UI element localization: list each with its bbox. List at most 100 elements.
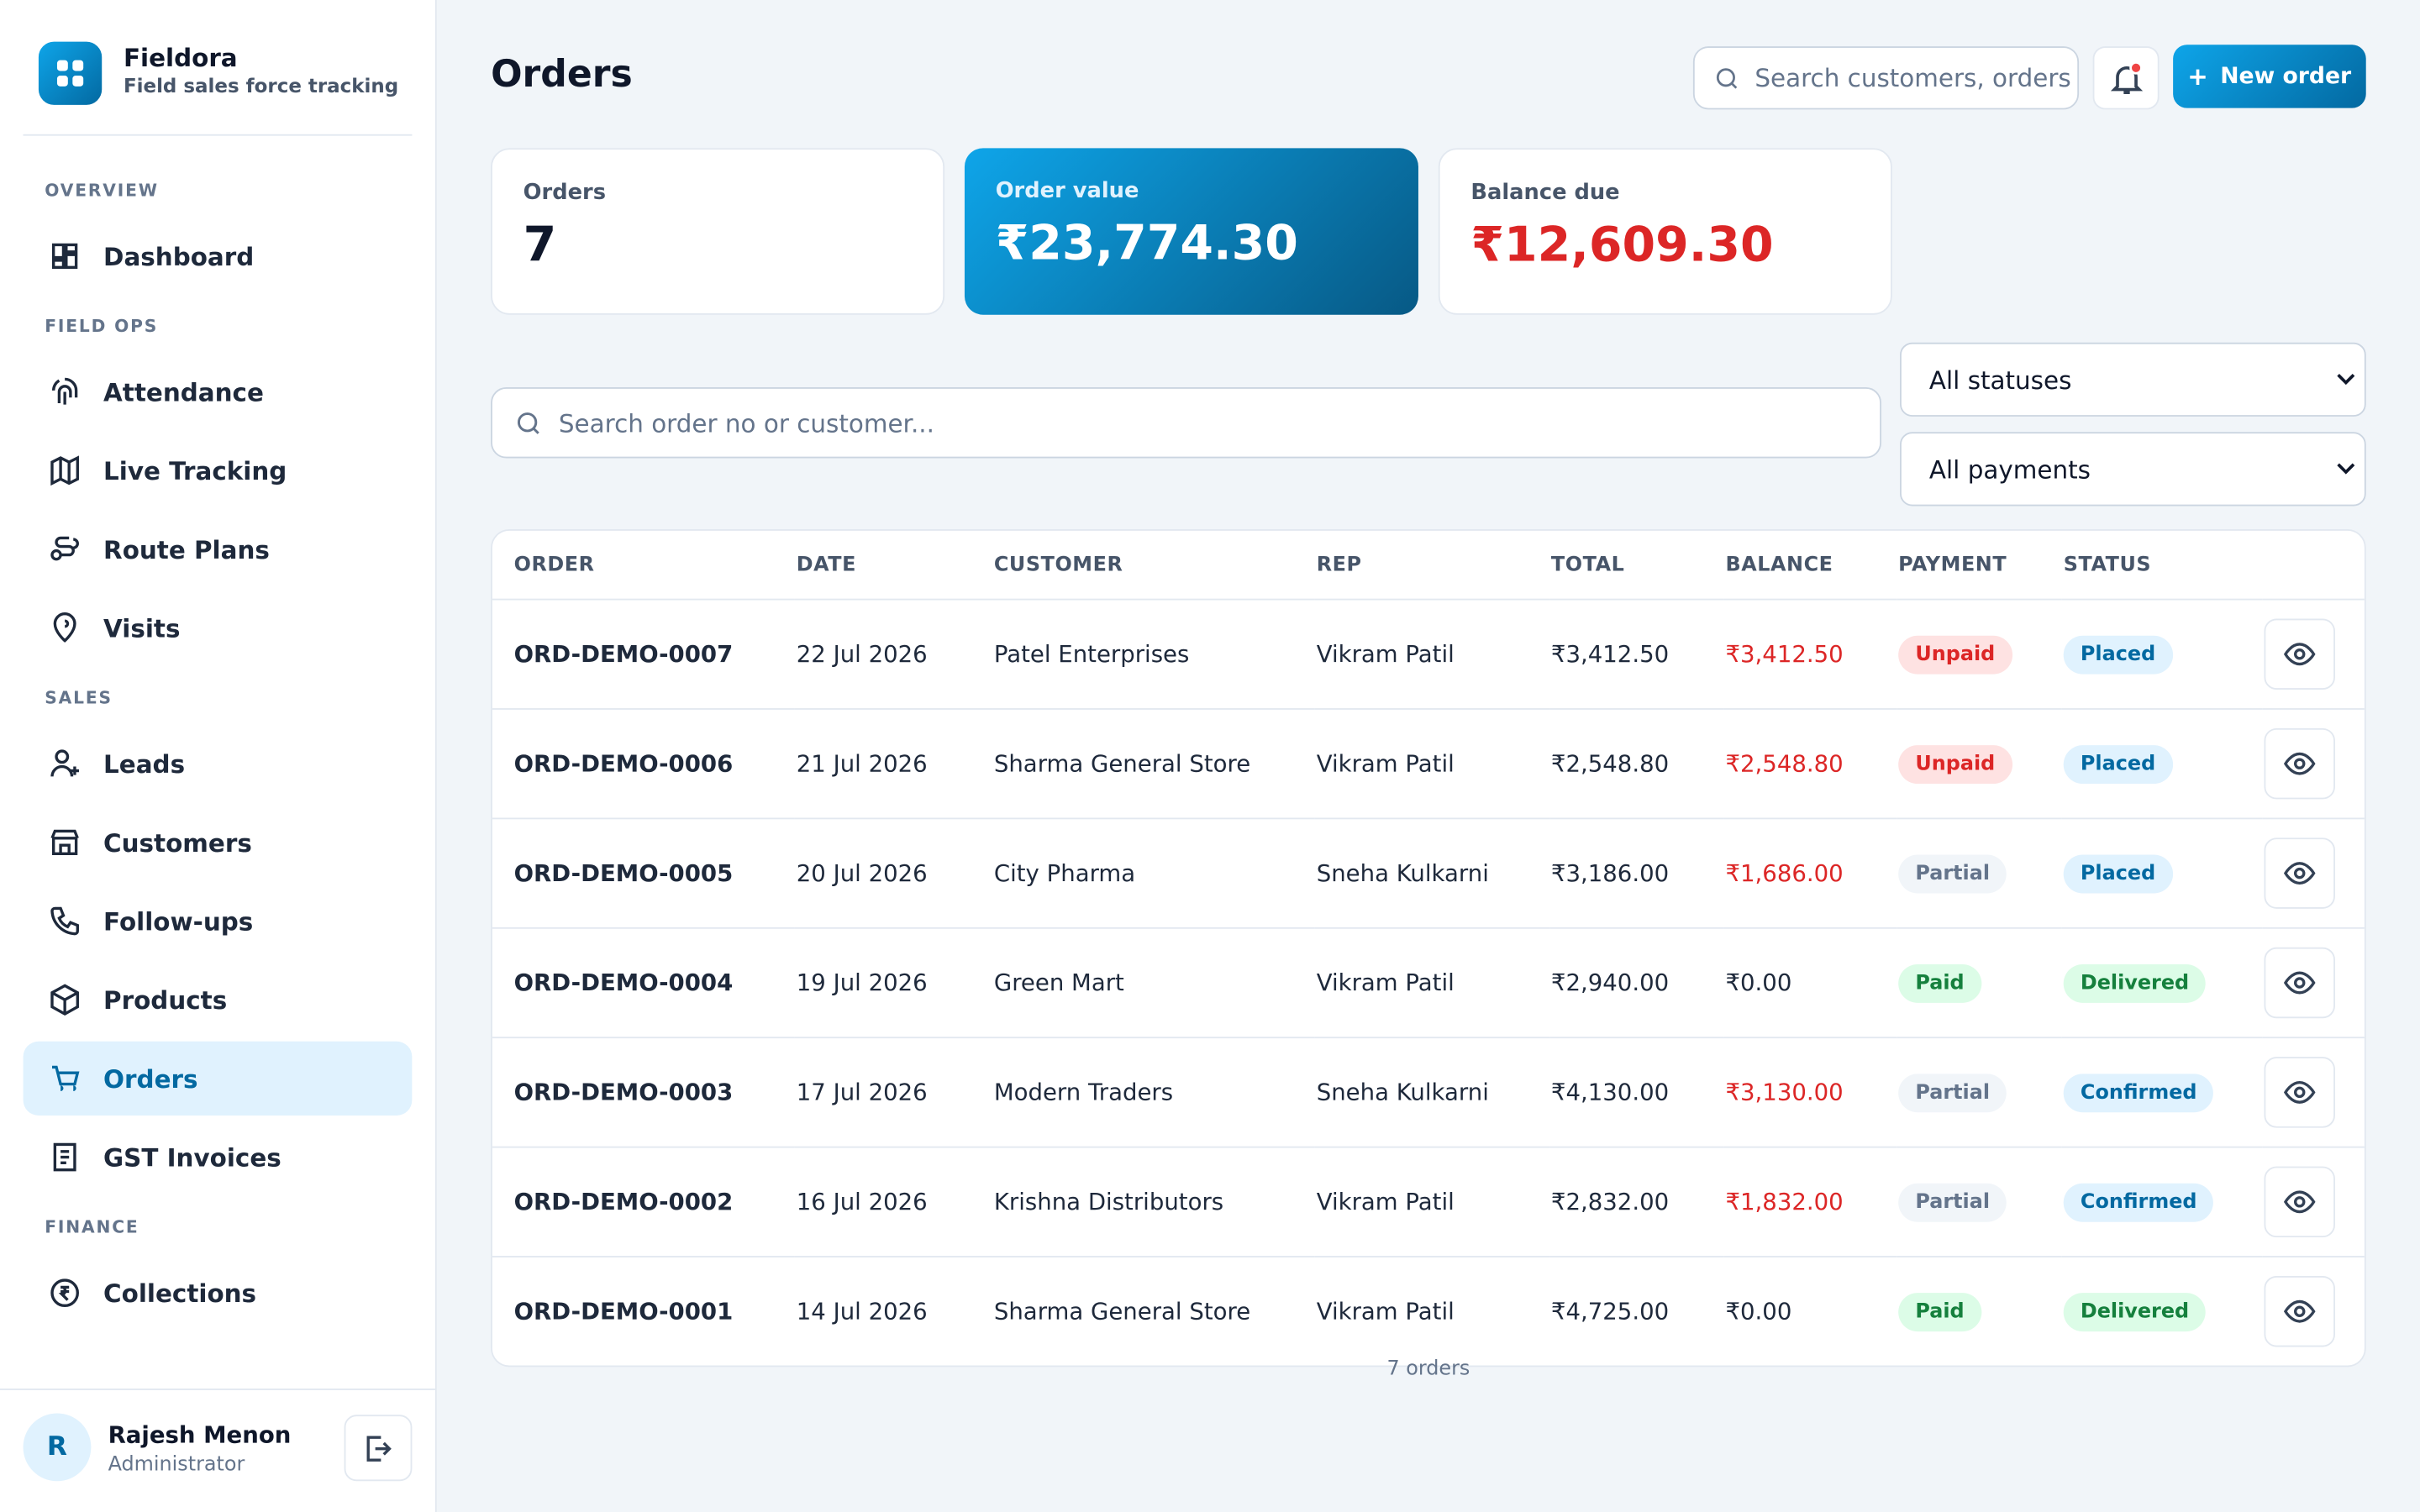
notifications-button[interactable] [2092,46,2160,110]
icon [2283,1299,2316,1323]
cell-balance: ₹3,412.50 [1723,599,1897,710]
cell-status: Delivered [2061,927,2263,1039]
nav-item[interactable]: Leads [24,727,413,801]
cell-customer: Patel Enterprises [992,599,1315,710]
cell-total: ₹4,130.00 [1549,1037,1724,1148]
cell-payment: Paid [1897,1257,2062,1365]
page-title: Orders [491,52,633,96]
cell-payment: Unpaid [1897,708,2062,820]
icon [50,906,79,936]
nav-item[interactable]: Visits [24,591,413,664]
view-button[interactable] [2264,1275,2335,1347]
order-no: ORD-DEMO-0002 [492,1147,795,1257]
avatar: R [23,1413,92,1482]
icon [50,455,79,486]
payment-badge: Paid [1898,1292,1981,1331]
order-no: ORD-DEMO-0003 [492,1037,795,1148]
payment-badge: Unpaid [1898,634,2012,674]
search-placeholder: Search order no or customer... [558,407,934,438]
payment-badge: Partial [1898,1073,2007,1112]
cell-rep: Vikram Patil [1314,708,1550,820]
stat-value: ₹12,609.30 [1470,217,1774,274]
header-row: ORDER DATE CUSTOMER REP TOTAL BALANCE PAYMENT S… [492,530,2365,601]
stat-value: 7 [523,217,557,274]
footer-count: 7 orders [1386,1357,1470,1381]
nav-item[interactable]: Customers [24,806,413,879]
cell-rep: Vikram Patil [1314,599,1550,710]
nav-label: Customers [103,827,252,858]
nav-section-title: FINANCE [45,1217,139,1238]
status-badge: Delivered [2063,1292,2207,1331]
new-order-button[interactable]: New order [2173,45,2366,108]
nav-item[interactable]: GST Invoices [24,1120,413,1194]
nav-label: Products [103,984,228,1015]
column-header-actions [2262,530,2365,601]
payment-badge: Partial [1898,1182,2007,1221]
order-search[interactable]: Search order no or customer... [491,387,1881,459]
cell-actions [2262,1037,2365,1148]
bell-icon [2109,60,2143,94]
view-button[interactable] [2264,727,2335,800]
nav-item[interactable]: Attendance [24,354,413,428]
column-header: CUSTOMER [992,530,1315,601]
global-search[interactable]: Search customers, orders [1692,46,2080,110]
icon [50,536,79,561]
nav-item[interactable]: Orders [23,1041,413,1116]
view-button[interactable] [2264,1057,2335,1128]
icon [50,749,79,777]
icon [53,612,76,643]
icon [53,1142,76,1172]
view-button[interactable] [2264,837,2335,909]
payment-badge: Paid [1898,963,1981,1002]
order-no: ORD-DEMO-0006 [492,708,795,820]
nav-item[interactable]: Products [24,963,413,1037]
column-header: DATE [794,530,993,601]
cell-rep: Vikram Patil [1314,927,1550,1039]
cell-status: Placed [2061,818,2263,929]
cell-total: ₹2,940.00 [1549,927,1724,1039]
payment-badge: Partial [1898,853,2007,893]
search-placeholder: Search customers, orders [1754,63,2071,93]
icon [2283,643,2316,666]
cell-rep: Sneha Kulkarni [1314,1037,1550,1148]
logout-icon [366,1435,392,1461]
order-row: ORD-DEMO-0002 16 Jul 2026 Krishna Distribu… [492,1147,2365,1257]
nav-item[interactable]: Route Plans [24,512,413,586]
cell-balance: ₹3,130.00 [1723,1037,1897,1148]
view-button[interactable] [2264,618,2335,690]
nav-section-title: SALES [45,688,113,709]
cell-total: ₹2,832.00 [1549,1147,1724,1257]
payment-select-value: All payments [1928,454,2091,484]
nav-label: Dashboard [103,241,255,271]
cell-status: Confirmed [2061,1147,2263,1257]
nav-label: Attendance [103,377,264,407]
icon [2283,971,2316,995]
cell-status: Confirmed [2061,1037,2263,1148]
view-button[interactable] [2264,947,2335,1019]
nav-label: Orders [103,1063,198,1094]
icon [50,829,79,856]
cell-customer: Green Mart [992,927,1315,1039]
table-body: ORD-DEMO-0007 22 Jul 2026 Patel Enterprise… [492,599,2365,1366]
nav-section: FIELD OPS Attendance Live Tracking Route Pl… [24,315,413,665]
nav-item[interactable]: Dashboard [24,219,413,293]
brand-tagline: Field sales force tracking [123,74,399,97]
icon [50,1278,79,1308]
payment-badge: Unpaid [1898,744,2012,784]
order-row: ORD-DEMO-0005 20 Jul 2026 City Pharma Sneha… [492,818,2365,929]
column-header: PAYMENT [1897,530,2062,601]
payment-select[interactable]: All payments [1900,432,2366,507]
nav-item[interactable]: Follow-ups [24,884,413,958]
cell-date: 21 Jul 2026 [794,708,993,820]
cell-date: 20 Jul 2026 [794,818,993,929]
chevron [2337,374,2355,386]
nav-item[interactable]: Live Tracking [24,433,413,507]
view-button[interactable] [2264,1166,2335,1238]
order-no: ORD-DEMO-0001 [513,1297,734,1326]
nav-item[interactable]: Collections [24,1256,413,1330]
logout-button[interactable] [344,1415,413,1482]
icon [2283,752,2316,775]
cell-actions [2262,927,2365,1039]
status-select[interactable]: All statuses [1900,342,2366,417]
